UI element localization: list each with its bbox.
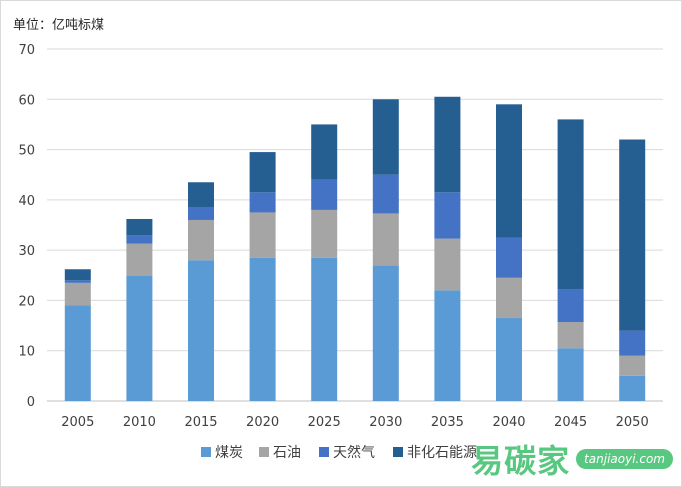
bar-segment (372, 174, 399, 214)
bars (64, 96, 646, 401)
bar-segment (64, 280, 91, 283)
bar-segment (126, 243, 153, 276)
bar-segment (619, 355, 646, 376)
bar-segment (619, 139, 646, 331)
bar-segment (557, 348, 584, 401)
bar-segment (496, 237, 522, 278)
x-axis-ticks: 2005 2010 2015 2020 2025 2030 2035 2040 2045 2050 (61, 415, 648, 430)
y-tick-label: 30 (18, 244, 35, 259)
x-tick-label: 2010 (123, 415, 156, 430)
bar-segment (64, 305, 91, 401)
bar-segment (619, 375, 646, 401)
bar-segment (434, 290, 461, 401)
bar-segment (434, 192, 461, 239)
x-tick-label: 2045 (554, 415, 587, 430)
x-tick-label: 2015 (184, 415, 217, 430)
y-tick-label: 70 (18, 43, 35, 58)
bar-segment (372, 213, 399, 266)
bar-segment (126, 235, 153, 244)
bar-segment (557, 119, 584, 290)
bar-segment (64, 282, 91, 306)
x-tick-label: 2050 (616, 415, 649, 430)
bar-segment (496, 277, 522, 319)
watermark-badge: tanjiaoyi.com (576, 449, 673, 469)
x-tick-label: 2005 (61, 415, 94, 430)
bar-segment (496, 104, 522, 238)
y-tick-label: 20 (18, 294, 35, 309)
x-tick-label: 2025 (308, 415, 341, 430)
x-tick-label: 2035 (431, 415, 464, 430)
bar-segment (249, 192, 276, 213)
bar-segment (557, 322, 584, 349)
legend-label: 天然气 (333, 444, 375, 461)
bar-segment (188, 182, 214, 208)
bar-segment (126, 218, 153, 236)
bar-segment (372, 265, 399, 401)
bar-segment (311, 179, 338, 210)
bar-segment (311, 124, 338, 180)
bar-segment (311, 257, 338, 401)
x-tick-label: 2040 (492, 415, 525, 430)
bar-segment (249, 212, 276, 258)
bar-segment (372, 99, 399, 175)
y-tick-label: 60 (18, 93, 35, 108)
y-axis-ticks: 0 10 20 30 40 50 60 70 (18, 43, 35, 410)
legend-swatch (259, 447, 269, 457)
legend-label: 石油 (273, 445, 301, 461)
bar-segment (249, 257, 276, 401)
y-tick-label: 50 (18, 144, 35, 159)
bar-segment (496, 318, 522, 401)
bar-segment (557, 289, 584, 323)
y-tick-label: 40 (18, 194, 35, 209)
unit-label: 单位：亿吨标煤 (13, 18, 104, 33)
bar-segment (619, 330, 646, 356)
bar-segment (126, 275, 153, 401)
bar-segment (249, 152, 276, 193)
bar-segment (188, 219, 214, 261)
bar-segment (64, 269, 91, 281)
legend-label: 非化石能源 (407, 445, 477, 461)
legend-swatch (319, 447, 329, 457)
watermark-text: 易碳家 (471, 442, 571, 480)
bar-segment (188, 207, 214, 220)
legend: 煤炭 石油 天然气 非化石能源 (201, 444, 477, 461)
watermark-logo: 易碳家 tanjiaoyi.com (471, 436, 673, 482)
legend-label: 煤炭 (215, 445, 243, 461)
bar-segment (188, 260, 214, 401)
bar-segment (311, 209, 338, 258)
legend-swatch (201, 447, 211, 457)
x-tick-label: 2030 (369, 415, 402, 430)
y-tick-label: 0 (27, 395, 35, 410)
bar-segment (434, 96, 461, 193)
bar-segment (434, 238, 461, 291)
legend-swatch (393, 447, 403, 457)
x-tick-label: 2020 (246, 415, 279, 430)
y-tick-label: 10 (18, 345, 35, 360)
